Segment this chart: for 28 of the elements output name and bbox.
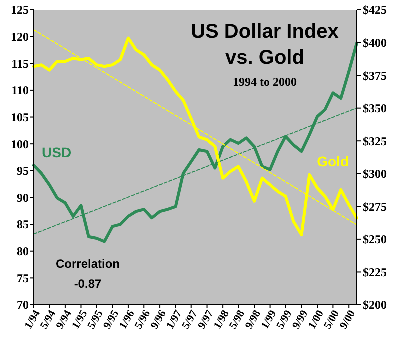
y-tick-label: 90 — [17, 190, 29, 205]
y2-tick-label: $325 — [363, 134, 387, 148]
y2-tick-label: $350 — [363, 102, 387, 116]
y2-tick-label: $400 — [363, 36, 387, 50]
y-tick-label: 95 — [17, 164, 29, 178]
y-tick-label: 110 — [12, 84, 29, 98]
y-tick-label: 100 — [11, 137, 29, 152]
annotation: Correlation — [56, 257, 120, 271]
annotation: -0.87 — [74, 277, 102, 291]
text: US Dollar Index vs. Gold — [191, 21, 339, 69]
y-tick-label: 120 — [11, 30, 29, 44]
y-tick-label: 115 — [12, 56, 29, 71]
y-tick-label: 85 — [17, 218, 29, 232]
y2-tick-label: $300 — [363, 167, 387, 182]
y-tick-label: 105 — [11, 110, 29, 124]
text: 1994 to 2000 — [233, 75, 297, 89]
y-tick-label: 80 — [17, 244, 29, 259]
y2-tick-label: $425 — [363, 3, 387, 18]
y2-tick-label: $375 — [363, 68, 387, 83]
y2-tick-label: $250 — [363, 232, 387, 247]
y-tick-label: 75 — [17, 271, 29, 286]
y-tick-label: 125 — [11, 3, 29, 18]
y2-tick-label: $275 — [363, 200, 387, 214]
series-label: Gold — [317, 153, 349, 170]
y2-tick-label: $200 — [363, 298, 387, 312]
y-tick-label: 70 — [17, 298, 29, 312]
y2-tick-label: $225 — [363, 265, 387, 280]
series-label: USD — [42, 144, 72, 161]
